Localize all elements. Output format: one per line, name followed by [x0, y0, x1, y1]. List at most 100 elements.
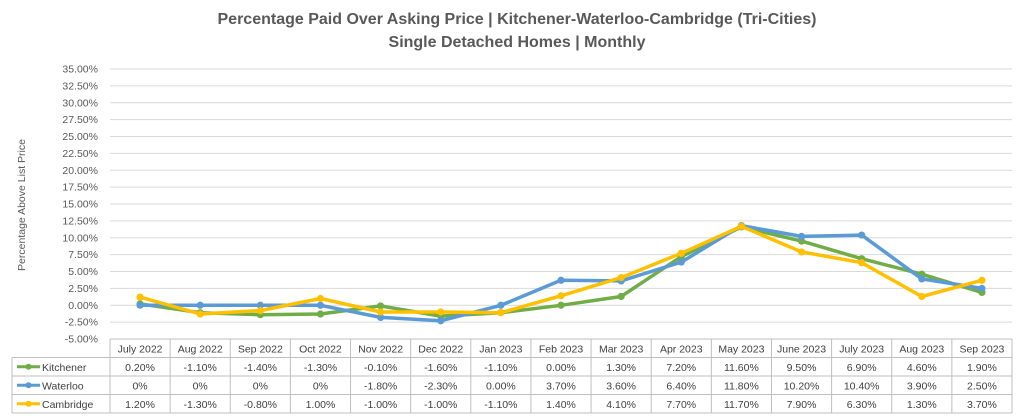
- legend-label: Cambridge: [42, 399, 94, 411]
- table-cell: -1.10%: [484, 399, 517, 411]
- chart-title: Percentage Paid Over Asking Price | Kitc…: [218, 11, 817, 28]
- data-point: [136, 301, 144, 309]
- data-point: [316, 294, 325, 303]
- data-point: [797, 248, 806, 256]
- table-cell: 3.60%: [606, 380, 636, 392]
- data-point: [196, 301, 204, 309]
- x-tick-label: July 2023: [839, 343, 884, 355]
- data-point: [256, 307, 264, 315]
- data-point: [918, 292, 926, 301]
- data-point: [617, 273, 625, 282]
- table-cell: 11.80%: [724, 380, 759, 392]
- data-point: [918, 275, 926, 283]
- series-lines: [136, 222, 986, 325]
- legend-key-marker: [25, 363, 32, 370]
- data-point: [136, 293, 144, 301]
- table-cell: -1.00%: [364, 399, 397, 411]
- data-point: [437, 317, 445, 325]
- x-tick-label: Aug 2022: [178, 343, 223, 355]
- data-point: [196, 310, 204, 318]
- table-cell: 11.70%: [724, 399, 759, 411]
- y-tick-label: -2.50%: [65, 317, 98, 329]
- data-point: [557, 292, 565, 300]
- table-cell: -1.80%: [364, 380, 397, 392]
- table-cell: -1.30%: [184, 399, 217, 411]
- table-cell: 3.70%: [967, 399, 997, 411]
- table-cell: -1.00%: [424, 399, 457, 411]
- y-tick-label: 22.50%: [62, 148, 98, 160]
- table-cell: 10.20%: [784, 380, 820, 392]
- table-cell: 1.90%: [967, 362, 997, 374]
- data-point: [617, 292, 625, 301]
- table-cell: 0.20%: [125, 362, 155, 374]
- data-point: [437, 308, 445, 316]
- y-tick-label: 7.50%: [68, 249, 98, 261]
- data-point: [377, 308, 385, 316]
- y-tick-label: 20.00%: [62, 165, 98, 177]
- table-cell: 4.60%: [907, 362, 937, 374]
- data-point: [557, 301, 565, 309]
- y-tick-label: 30.00%: [62, 97, 98, 109]
- x-tick-label: Jan 2023: [479, 343, 522, 355]
- y-tick-label: 10.00%: [62, 232, 98, 244]
- x-tick-label: July 2022: [118, 343, 163, 355]
- x-tick-label: Sep 2022: [238, 343, 283, 355]
- series-cambridge: [136, 222, 986, 318]
- table-cell: 6.40%: [666, 380, 696, 392]
- table-cell: 3.90%: [907, 380, 937, 392]
- table-cell: 0.00%: [486, 380, 516, 392]
- table-cell: -1.10%: [484, 362, 517, 374]
- legend-label: Kitchener: [42, 362, 87, 374]
- data-point: [858, 259, 866, 267]
- y-tick-label: 35.00%: [62, 64, 98, 76]
- data-point: [316, 310, 325, 318]
- x-tick-label: May 2023: [718, 343, 764, 355]
- table-cell: -0.10%: [364, 362, 397, 374]
- legend-key-marker: [25, 382, 32, 389]
- table-cell: 9.50%: [787, 362, 817, 374]
- y-axis-ticks: 35.00% 32.50% 30.00% 27.50% 25.00% 22.50% 20.0…: [62, 64, 98, 346]
- legend-label: Waterloo: [42, 380, 84, 392]
- table-cell: -1.60%: [424, 362, 457, 374]
- table-cell: 0.00%: [546, 362, 576, 374]
- data-table: July 2022 Aug 2022 Sep 2022 Oct 2022 Nov 202…: [11, 338, 1013, 414]
- data-point: [377, 302, 385, 310]
- y-tick-label: 25.00%: [62, 131, 98, 143]
- data-point: [677, 258, 685, 266]
- data-point: [256, 301, 264, 309]
- table-cell: 0%: [132, 380, 147, 392]
- y-tick-label: 5.00%: [68, 266, 98, 278]
- y-tick-label: 0.00%: [68, 300, 98, 312]
- table-cell: 1.20%: [125, 399, 155, 411]
- y-tick-label: 12.50%: [62, 215, 98, 227]
- table-cell: 4.10%: [606, 399, 636, 411]
- table-cell: 7.90%: [787, 399, 817, 411]
- x-tick-label: Sep 2023: [959, 343, 1004, 355]
- legend-key-marker: [25, 400, 32, 407]
- table-cell: 1.40%: [546, 399, 576, 411]
- table-cell: 0%: [253, 380, 268, 392]
- x-tick-label: Mar 2023: [599, 343, 644, 355]
- table-cell: 7.70%: [666, 399, 696, 411]
- x-tick-label: June 2023: [777, 343, 826, 355]
- table-cell: 3.70%: [546, 380, 576, 392]
- table-cell: 10.40%: [844, 380, 880, 392]
- y-tick-label: -5.00%: [65, 334, 98, 346]
- data-point: [858, 231, 866, 239]
- table-cell: 6.90%: [847, 362, 877, 374]
- data-point: [677, 249, 685, 257]
- table-cell: -1.10%: [184, 362, 217, 374]
- data-point: [497, 301, 505, 309]
- y-tick-label: 15.00%: [62, 199, 98, 211]
- y-tick-label: 27.50%: [62, 114, 98, 126]
- table-cell: 11.60%: [724, 362, 759, 374]
- y-axis-title: Percentage Above List Price: [16, 139, 28, 271]
- table-cell: 1.30%: [907, 399, 937, 411]
- table-cell: 2.50%: [967, 380, 997, 392]
- data-point: [497, 309, 505, 317]
- data-point: [316, 301, 325, 309]
- data-point: [797, 232, 806, 240]
- table-cell: 1.30%: [606, 362, 636, 374]
- x-tick-label: Oct 2022: [299, 343, 342, 355]
